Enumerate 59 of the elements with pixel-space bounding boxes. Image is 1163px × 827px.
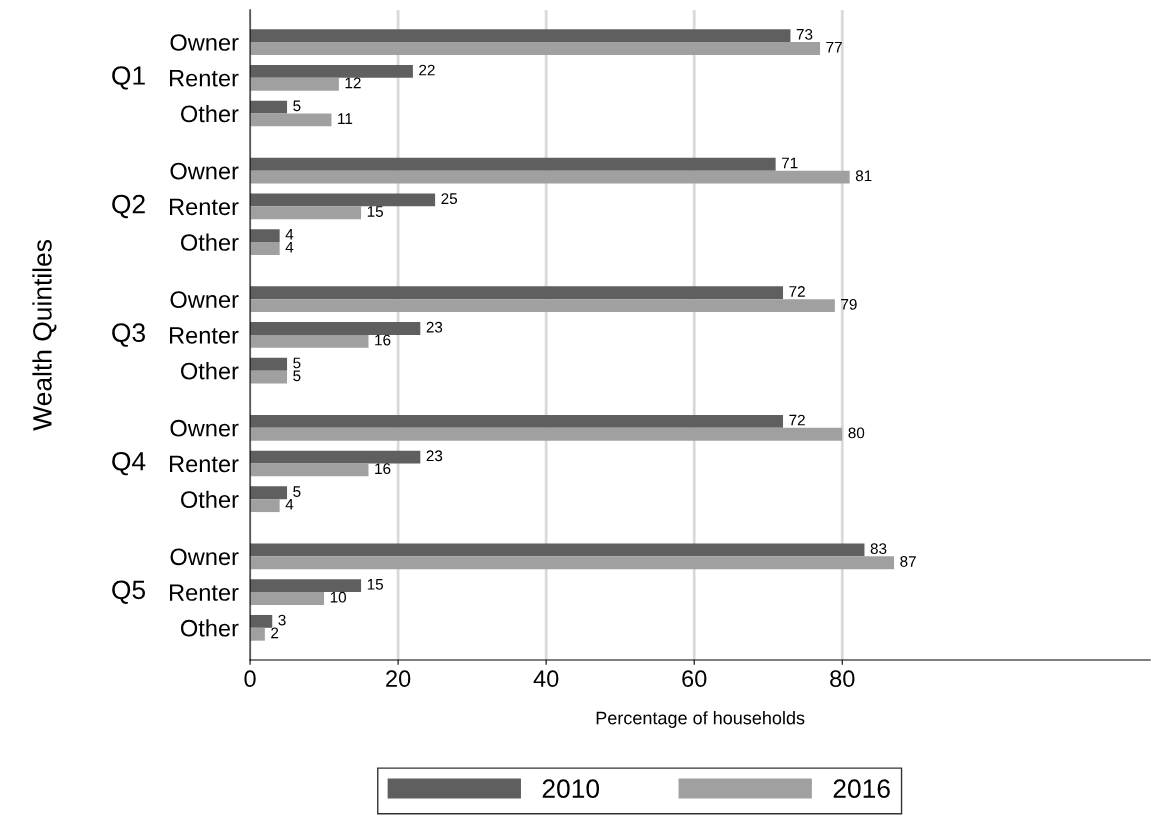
- y-tick-label: Renter: [170, 584, 239, 601]
- x-tick-label: 20: [386, 670, 411, 688]
- data-label: 77: [826, 41, 842, 53]
- data-label: 23: [426, 450, 443, 462]
- x-axis-title: Percentage of households: [596, 711, 805, 728]
- y-tick-label: Renter: [170, 198, 239, 216]
- data-label: 23: [426, 321, 443, 333]
- data-label: 12: [345, 77, 361, 89]
- text: Q4: [112, 451, 146, 476]
- y-tick-label: Other: [181, 362, 239, 380]
- y-tick-label: Other: [181, 619, 239, 637]
- y-tick-label: Owner: [170, 34, 239, 51]
- data-label: 87: [900, 556, 916, 567]
- data-label: 81: [855, 170, 872, 182]
- y-tick-label: Owner: [170, 548, 239, 566]
- data-label: 73: [796, 28, 813, 40]
- data-label: 4: [285, 229, 294, 240]
- y-tick-label: Other: [181, 490, 239, 509]
- data-label: 4: [285, 499, 294, 510]
- data-label: 5: [293, 100, 301, 112]
- data-label: 3: [278, 614, 286, 626]
- y-tick-label: Other: [181, 104, 239, 123]
- data-label: 4: [285, 241, 294, 253]
- data-label: 22: [419, 64, 435, 76]
- legend-label: 2010: [542, 779, 600, 799]
- data-label: 5: [293, 486, 301, 497]
- y-tick-label: Owner: [170, 291, 239, 309]
- legend-label: 2016: [833, 779, 890, 799]
- data-label: 80: [848, 427, 865, 439]
- data-label: 83: [870, 543, 887, 555]
- y-tick-label: Renter: [170, 70, 239, 87]
- data-label: 71: [781, 157, 798, 169]
- x-tick-label: 80: [830, 670, 855, 688]
- data-label: 2: [271, 627, 279, 639]
- x-tick-label: 0: [244, 670, 256, 688]
- y-tick-label: Other: [181, 233, 239, 251]
- data-label: 72: [789, 286, 805, 297]
- data-label: 15: [367, 579, 383, 590]
- y-tick-label: Owner: [170, 419, 239, 437]
- y-tick-label: Renter: [170, 455, 239, 473]
- data-label: 10: [330, 591, 347, 603]
- text: Q3: [112, 323, 145, 347]
- y-tick-label: Owner: [170, 162, 239, 180]
- data-label: 5: [293, 357, 301, 369]
- y-axis-title: Wealth Quintiles: [32, 240, 57, 431]
- data-label: 79: [841, 298, 857, 310]
- x-tick-label: 60: [682, 670, 707, 688]
- data-label: 25: [441, 193, 458, 205]
- text: Q5: [112, 580, 146, 604]
- y-tick-label: Renter: [170, 327, 239, 344]
- data-label: 15: [367, 206, 383, 217]
- x-tick-label: 40: [533, 670, 559, 688]
- data-label: 11: [338, 113, 353, 124]
- data-label: 16: [375, 334, 391, 346]
- text: Q1: [112, 66, 145, 90]
- data-label: 72: [789, 414, 805, 426]
- data-label: 16: [375, 463, 391, 475]
- text: Q2: [112, 194, 145, 219]
- data-label: 5: [293, 370, 301, 382]
